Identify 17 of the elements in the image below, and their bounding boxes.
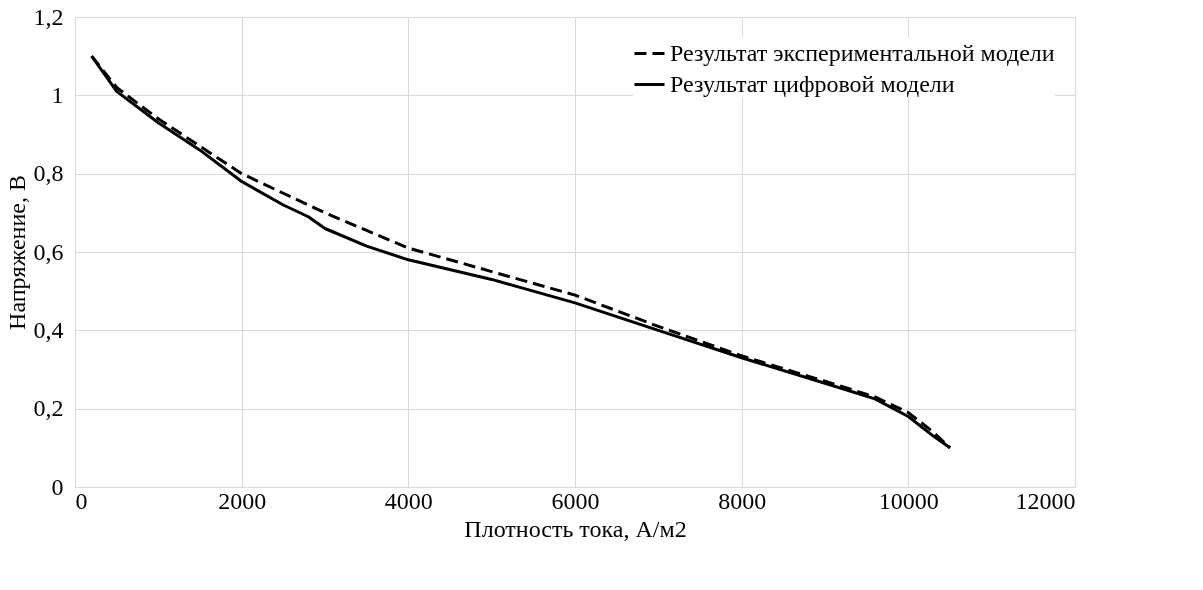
x-tick-label: 8000	[718, 487, 767, 514]
x-tick-label: 10000	[878, 487, 939, 514]
y-axis-title: Напряжение, В	[3, 175, 30, 330]
x-axis-title: Плотность тока, А/м2	[464, 515, 687, 542]
y-tick-label: 0,8	[33, 160, 64, 187]
y-tick-label: 1	[51, 81, 64, 108]
y-tick-label: 0,2	[33, 395, 64, 422]
x-tick-label: 2000	[218, 487, 267, 514]
y-tick-label: 1,2	[33, 3, 64, 30]
y-tick-label: 0,4	[33, 316, 64, 343]
y-tick-label: 0,6	[33, 238, 64, 265]
x-tick-label: 0	[75, 487, 88, 514]
x-tick-label: 6000	[551, 487, 600, 514]
x-tick-label: 12000	[1015, 487, 1076, 514]
x-tick-label: 4000	[384, 487, 433, 514]
legend-label: Результат экспериментальной модели	[670, 39, 1055, 66]
legend-label: Результат цифровой модели	[670, 70, 955, 97]
